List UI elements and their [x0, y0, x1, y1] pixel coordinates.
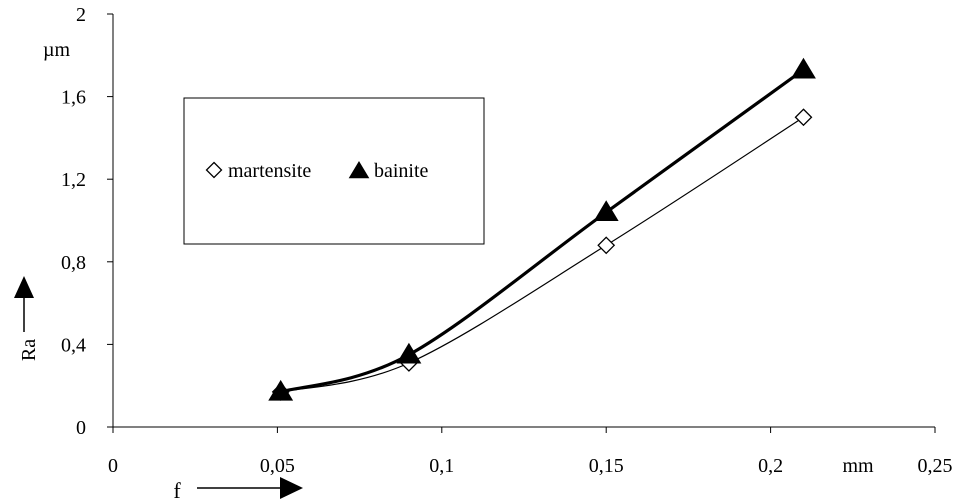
- series-line-bainite: [279, 68, 806, 394]
- x-tick-label: 0,15: [589, 455, 624, 477]
- legend-label-martensite: martensite: [228, 160, 311, 182]
- x-axis-arrow: [197, 477, 303, 499]
- x-tick-label: 0,25: [918, 455, 953, 477]
- legend-box: [183, 97, 485, 245]
- y-tick-label: 1,2: [61, 169, 86, 191]
- marker-bainite: [593, 200, 619, 221]
- legend: martensite bainite: [205, 160, 429, 182]
- y-axis-label: Ra: [18, 339, 40, 361]
- marker-bainite: [791, 57, 816, 79]
- series-layer: [268, 57, 816, 401]
- x-tick-label: 0,05: [260, 455, 295, 477]
- y-tick-label: 0,8: [61, 252, 86, 274]
- x-axis-ticks: 0 0,05 0,1 0,15 0,2 0,25: [108, 427, 953, 477]
- y-tick-label: 0,4: [61, 334, 86, 356]
- marker-martensite: [597, 236, 616, 255]
- x-axis-label: f: [173, 478, 181, 501]
- series-bainite: [268, 57, 816, 401]
- x-tick-label: 0: [108, 455, 118, 477]
- legend-label-bainite: bainite: [374, 160, 429, 182]
- legend-marker-martensite: [205, 161, 223, 179]
- marker-bainite: [396, 342, 422, 364]
- x-unit-label: mm: [842, 455, 874, 477]
- marker-bainite: [268, 379, 294, 401]
- series-line-martensite: [280, 116, 805, 393]
- x-tick-label: 0,1: [429, 455, 454, 477]
- y-axis-arrow: [14, 276, 34, 332]
- y-unit-label: µm: [43, 39, 71, 61]
- y-axis-ticks: 0 0,4 0,8 1,2 1,6 2: [61, 4, 113, 439]
- legend-marker-bainite: [348, 161, 370, 179]
- y-tick-label: 0: [76, 417, 86, 439]
- x-tick-label: 0,2: [758, 455, 783, 477]
- y-tick-label: 2: [76, 4, 86, 26]
- y-tick-label: 1,6: [61, 87, 86, 109]
- marker-martensite: [794, 108, 813, 127]
